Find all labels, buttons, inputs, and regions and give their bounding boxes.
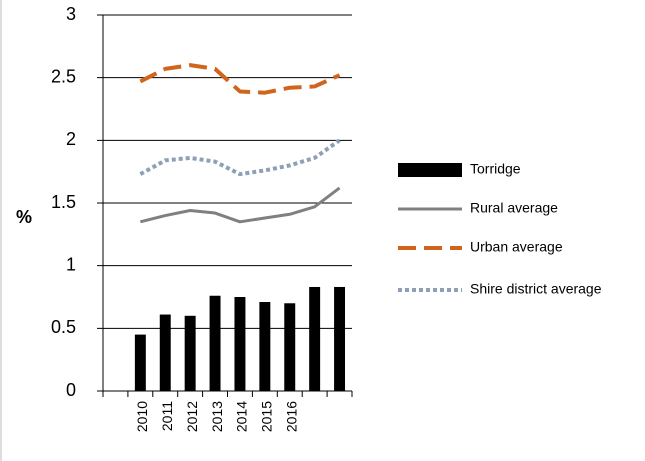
bar	[234, 297, 246, 391]
y-axis-label: %	[16, 207, 32, 227]
bar	[134, 334, 146, 391]
x-tick-label: 2011	[159, 401, 175, 431]
x-tick-label: 2014	[234, 401, 250, 432]
y-tick-label: 0.5	[51, 317, 76, 337]
y-tick-label: 1.5	[51, 192, 76, 212]
legend-label: Rural average	[470, 200, 558, 216]
x-tick-label: 2013	[209, 401, 225, 432]
line-series	[139, 138, 341, 177]
bar	[309, 286, 321, 391]
y-tick-label: 2.5	[51, 66, 76, 86]
bar	[259, 302, 271, 391]
y-tick-label: 3	[66, 4, 76, 24]
bar	[159, 314, 171, 391]
legend-label: Torridge	[470, 161, 521, 177]
legend-swatch	[398, 163, 462, 177]
y-tick-label: 0	[66, 380, 76, 400]
x-tick-label: 2016	[283, 401, 299, 432]
line-series	[139, 63, 341, 95]
x-tick-label: 2010	[134, 401, 150, 432]
x-tick-label: 2012	[184, 401, 200, 432]
bar	[334, 286, 346, 391]
bar	[184, 315, 196, 391]
x-tick-label: 2015	[259, 401, 275, 432]
line-series	[139, 186, 341, 224]
y-tick-label: 2	[66, 129, 76, 149]
legend-label: Urban average	[470, 239, 563, 255]
bar	[209, 295, 221, 391]
bar	[284, 303, 296, 391]
y-tick-label: 1	[66, 254, 76, 274]
legend-label: Shire district average	[470, 281, 602, 297]
